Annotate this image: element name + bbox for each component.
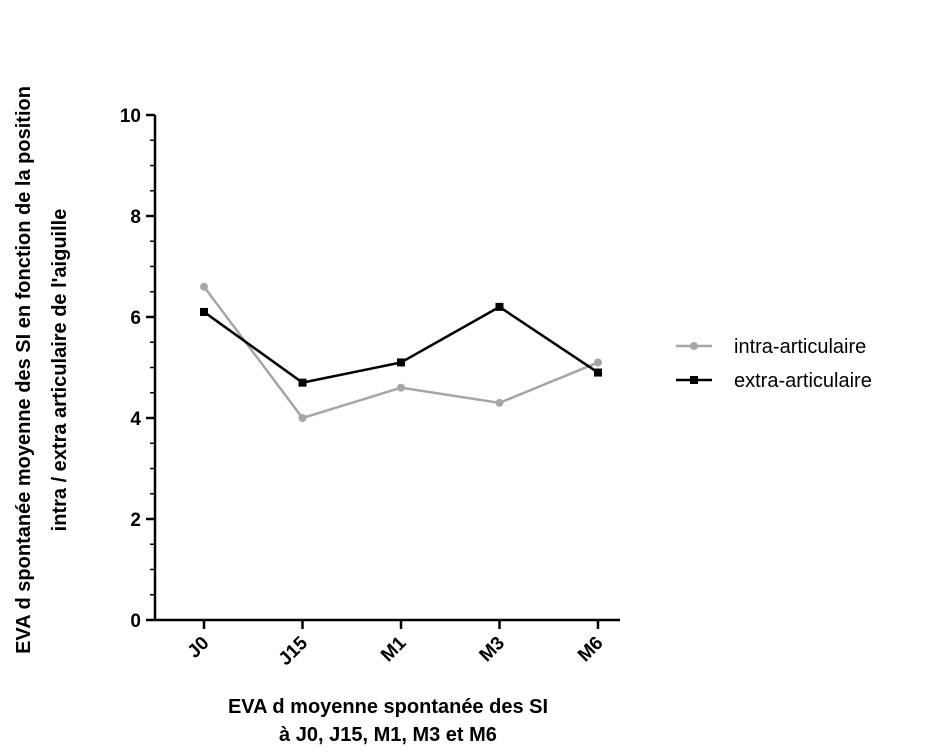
y-axis-title-line-2: intra / extra articulaire de l'aiguille <box>49 209 71 532</box>
data-point <box>495 302 504 311</box>
legend-marker <box>690 376 698 384</box>
legend-item: extra-articulaire <box>676 370 872 392</box>
y-tick-label: 2 <box>130 510 141 531</box>
series-layer <box>200 282 602 422</box>
series-line-intra-articulaire <box>203 285 599 420</box>
data-point <box>594 358 602 367</box>
legend-marker <box>690 342 698 350</box>
x-axis-title-line-1: EVA d moyenne spontanée des SI <box>228 696 548 718</box>
x-tick-label-j15: J15 <box>275 632 313 670</box>
y-tick-label: 10 <box>120 106 141 127</box>
data-point <box>397 358 405 367</box>
y-tick-label: 6 <box>130 308 141 329</box>
x-tick-label-j0: J0 <box>184 633 214 663</box>
series-extra-articulaire <box>200 302 602 387</box>
x-tick-label-m1: M1 <box>377 632 411 666</box>
y-axis: 0 2 4 6 8 10 <box>120 106 157 632</box>
legend-label: intra-articulaire <box>734 336 866 358</box>
data-point <box>298 414 307 422</box>
y-axis-title-line-1: EVA d spontanée moyenne des SI en foncti… <box>13 86 35 654</box>
legend-label: extra-articulaire <box>734 370 872 392</box>
data-point <box>298 378 307 387</box>
series-intra-articulaire <box>200 282 602 422</box>
x-axis: J0 J15 M1 M3 M6 <box>155 618 620 670</box>
legend-item: intra-articulaire <box>676 336 866 358</box>
y-tick-label: 0 <box>130 611 141 632</box>
data-point <box>397 383 405 392</box>
data-point <box>200 307 208 316</box>
y-tick-label: 4 <box>130 409 141 430</box>
y-tick-label: 8 <box>130 207 141 228</box>
data-point <box>594 368 602 377</box>
x-tick-label-m6: M6 <box>574 633 608 667</box>
data-point <box>495 398 504 407</box>
legend: intra-articulaire extra-articulaire <box>676 336 872 392</box>
x-tick-label-m3: M3 <box>476 633 510 667</box>
series-line-extra-articulaire <box>203 305 599 384</box>
x-axis-title-line-2: à J0, J15, M1, M3 et M6 <box>279 724 497 746</box>
data-point <box>200 282 208 291</box>
